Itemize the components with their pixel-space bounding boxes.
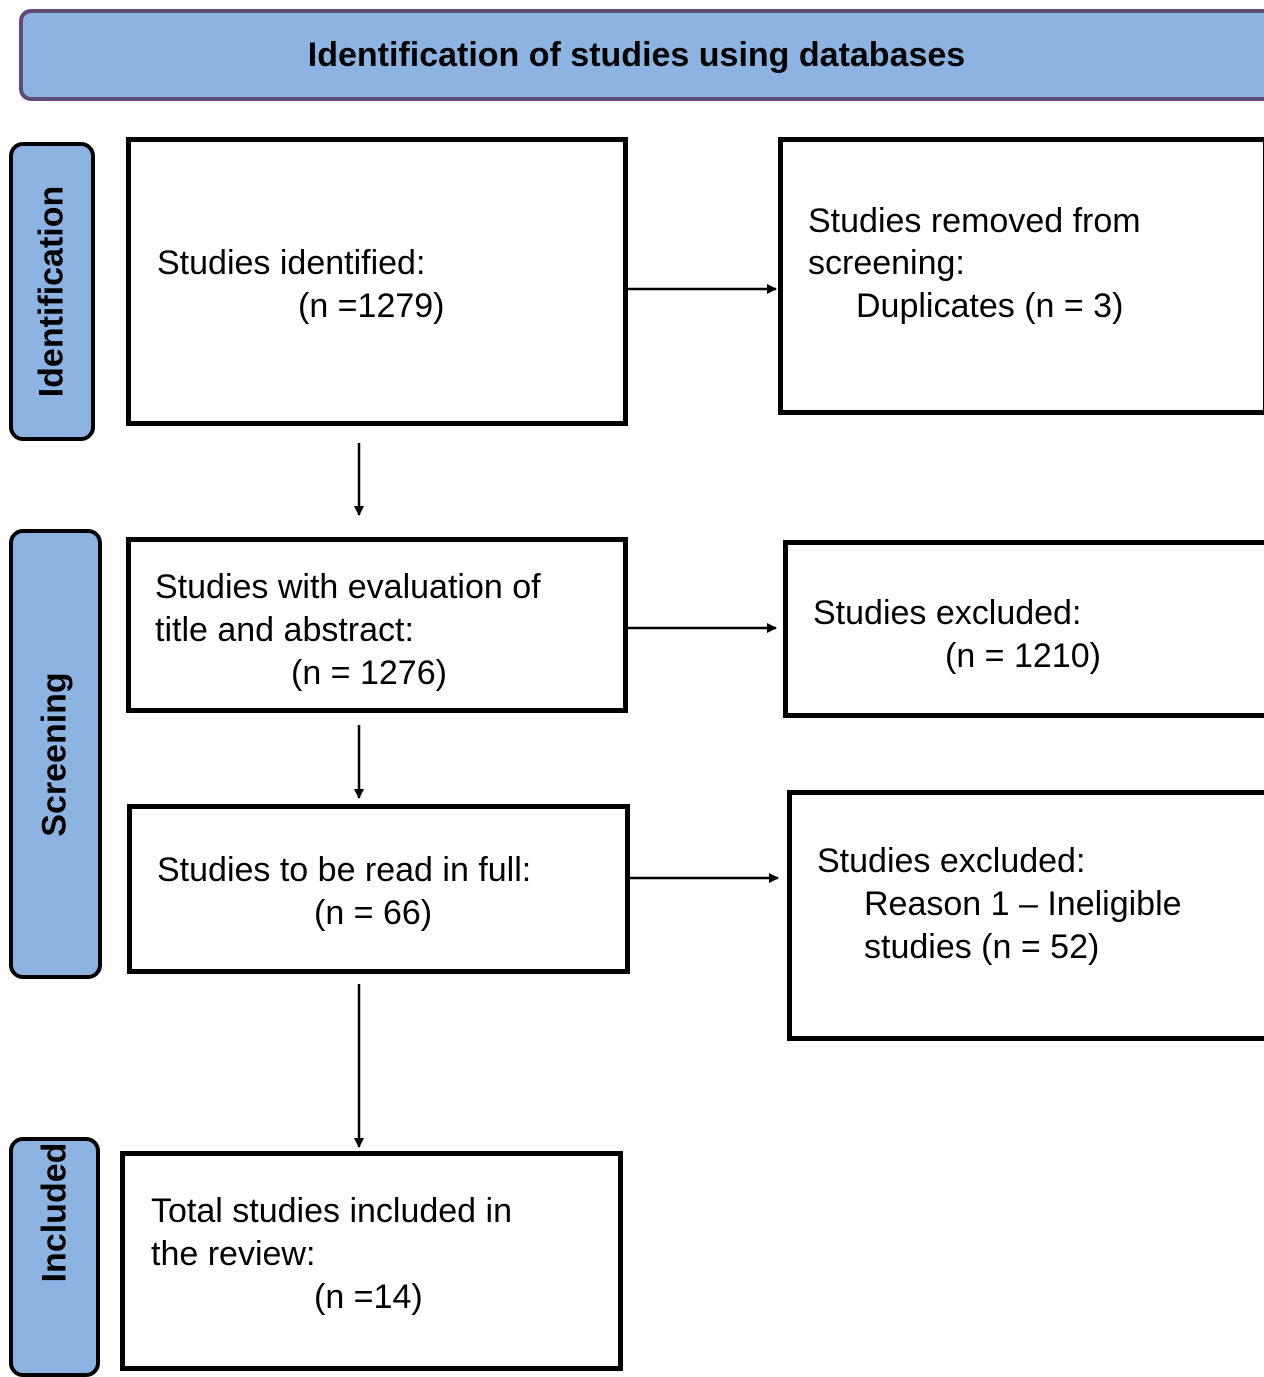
- excluded-full-text-count: studies (n = 52): [864, 928, 1100, 966]
- phase-identification: Identification: [9, 142, 95, 441]
- diagram-header: Identification of studies using database…: [19, 9, 1264, 101]
- full-text-count: (n = 66): [314, 894, 433, 932]
- box-title-abstract: Studies with evaluation of title and abs…: [126, 537, 628, 713]
- included-label-1: Total studies included in: [151, 1192, 513, 1230]
- phase-screening: Screening: [9, 529, 102, 979]
- excluded-full-text-reason: Reason 1 – Ineligible: [864, 885, 1182, 923]
- title-abstract-count: (n = 1276): [291, 654, 447, 692]
- title-abstract-label-1: Studies with evaluation of: [155, 568, 541, 606]
- phase-included: Included: [9, 1137, 100, 1377]
- excluded-screening-count: (n = 1210): [945, 637, 1101, 675]
- included-count: (n =14): [314, 1278, 423, 1316]
- title-abstract-label-2: title and abstract:: [155, 611, 414, 649]
- excluded-full-text-label: Studies excluded:: [817, 842, 1086, 880]
- identified-label: Studies identified:: [157, 244, 426, 282]
- box-included: Total studies included in the review: (n…: [120, 1151, 623, 1371]
- full-text-label: Studies to be read in full:: [157, 851, 532, 889]
- removed-label-2: screening:: [808, 244, 965, 282]
- identified-count: (n =1279): [298, 287, 445, 325]
- included-label-2: the review:: [151, 1235, 316, 1273]
- box-studies-identified: Studies identified: (n =1279): [126, 137, 628, 426]
- box-excluded-full-text: Studies excluded: Reason 1 – Ineligible …: [787, 790, 1264, 1041]
- removed-label-1: Studies removed from: [808, 202, 1141, 240]
- box-excluded-screening: Studies excluded: (n = 1210): [783, 540, 1264, 718]
- box-studies-removed: Studies removed from screening: Duplicat…: [778, 137, 1264, 415]
- removed-duplicates: Duplicates (n = 3): [856, 287, 1124, 325]
- excluded-screening-label: Studies excluded:: [813, 594, 1082, 632]
- box-full-text: Studies to be read in full: (n = 66): [127, 804, 630, 974]
- header-title: Identification of studies using database…: [307, 35, 966, 74]
